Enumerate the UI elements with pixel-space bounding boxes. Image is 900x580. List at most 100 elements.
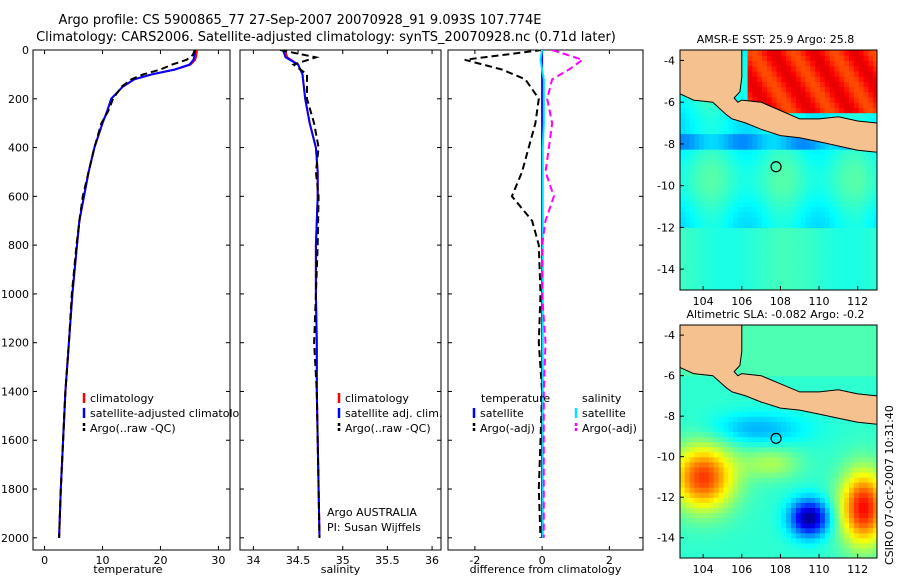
heatmap-cell bbox=[849, 180, 855, 187]
heatmap-cell bbox=[824, 65, 831, 72]
heatmap-cell bbox=[684, 164, 691, 171]
heatmap-cell bbox=[795, 507, 802, 513]
heatmap-cell bbox=[863, 345, 869, 351]
heatmap-cell bbox=[704, 248, 710, 255]
heatmap-cell bbox=[781, 154, 787, 161]
heatmap-cell bbox=[747, 330, 753, 336]
heatmap-cell bbox=[771, 253, 778, 260]
heatmap-cell bbox=[791, 340, 797, 346]
heatmap-cell bbox=[699, 401, 705, 407]
heatmap-cell bbox=[684, 143, 691, 150]
heatmap-cell bbox=[786, 446, 792, 453]
heatmap-cell bbox=[704, 542, 710, 549]
heatmap-cell bbox=[829, 385, 836, 392]
heatmap-cell bbox=[766, 185, 773, 192]
heatmap-cell bbox=[694, 380, 700, 387]
heatmap-cell bbox=[781, 76, 787, 82]
heatmap-cell bbox=[733, 190, 739, 197]
heatmap-cell bbox=[709, 201, 715, 208]
x-tick-label: 30 bbox=[211, 554, 225, 567]
heatmap-cell bbox=[868, 527, 874, 534]
heatmap-cell bbox=[858, 441, 865, 448]
heatmap-cell bbox=[737, 401, 744, 407]
heatmap-cell bbox=[733, 206, 739, 213]
heatmap-cell bbox=[800, 50, 807, 56]
heatmap-cell bbox=[684, 552, 691, 558]
heatmap-cell bbox=[810, 385, 816, 392]
heatmap-cell bbox=[820, 517, 826, 524]
heatmap-cell bbox=[742, 217, 749, 223]
heatmap-cell bbox=[791, 86, 797, 93]
heatmap-cell bbox=[723, 466, 729, 473]
heatmap-cell bbox=[704, 471, 710, 478]
heatmap-cell bbox=[820, 190, 826, 197]
heatmap-cell bbox=[853, 211, 860, 218]
heatmap-cell bbox=[762, 149, 768, 155]
heatmap-cell bbox=[728, 243, 734, 249]
heatmap-cell bbox=[689, 411, 696, 417]
heatmap-cell bbox=[800, 532, 807, 539]
heatmap-cell bbox=[762, 492, 768, 498]
heatmap-cell bbox=[728, 164, 734, 171]
heatmap-cell bbox=[820, 97, 826, 103]
heatmap-cell bbox=[853, 60, 860, 67]
heatmap-cell bbox=[766, 164, 773, 171]
heatmap-cell bbox=[728, 395, 734, 402]
heatmap-cell bbox=[820, 112, 826, 119]
heatmap-cell bbox=[810, 170, 816, 176]
heatmap-cell bbox=[873, 164, 877, 171]
heatmap-cell bbox=[771, 335, 778, 341]
heatmap-cell bbox=[858, 185, 865, 192]
heatmap-cell bbox=[752, 206, 758, 213]
heatmap-cell bbox=[747, 190, 753, 197]
heatmap-cell bbox=[689, 117, 696, 124]
heatmap-cell bbox=[742, 138, 749, 145]
heatmap-cell bbox=[824, 547, 831, 554]
heatmap-cell bbox=[815, 446, 821, 453]
heatmap-cell bbox=[704, 258, 710, 265]
heatmap-cell bbox=[762, 164, 768, 171]
heatmap-cell bbox=[805, 441, 811, 448]
heatmap-cell bbox=[757, 350, 763, 356]
heatmap-cell bbox=[873, 227, 877, 234]
heatmap-cell bbox=[786, 497, 792, 503]
heatmap-cell bbox=[699, 441, 705, 448]
heatmap-cell bbox=[752, 340, 758, 346]
y-tick-label: 1800 bbox=[1, 483, 29, 496]
heatmap-cell bbox=[791, 211, 797, 218]
heatmap-cell bbox=[762, 532, 768, 539]
heatmap-cell bbox=[747, 451, 753, 458]
heatmap-cell bbox=[849, 60, 855, 67]
heatmap-cell bbox=[684, 128, 691, 135]
heatmap-cell bbox=[786, 542, 792, 549]
heatmap-cell bbox=[757, 421, 763, 427]
heatmap-cell bbox=[810, 102, 816, 108]
heatmap-cell bbox=[858, 426, 865, 432]
heatmap-cell bbox=[771, 527, 778, 534]
heatmap-cell bbox=[815, 180, 821, 187]
heatmap-cell bbox=[805, 185, 811, 192]
heatmap-cell bbox=[873, 340, 877, 346]
heatmap-cell bbox=[829, 537, 836, 544]
heatmap-cell bbox=[829, 365, 836, 372]
heatmap-cell bbox=[718, 159, 724, 166]
heatmap-cell bbox=[800, 421, 807, 427]
heatmap-cell bbox=[795, 164, 802, 171]
heatmap-cell bbox=[849, 253, 855, 260]
heatmap-cell bbox=[723, 522, 729, 529]
heatmap-cell bbox=[786, 436, 792, 443]
heatmap-cell bbox=[709, 426, 715, 432]
x-tick-label: 35.5 bbox=[375, 554, 400, 567]
heatmap-cell bbox=[752, 471, 758, 478]
heatmap-cell bbox=[800, 175, 807, 181]
heatmap-cell bbox=[844, 507, 850, 513]
heatmap-cell bbox=[762, 279, 768, 286]
heatmap-cell bbox=[718, 274, 724, 281]
heatmap-cell bbox=[718, 552, 724, 558]
heatmap-cell bbox=[742, 81, 749, 88]
heatmap-cell bbox=[728, 492, 734, 498]
heatmap-cell bbox=[776, 512, 782, 519]
heatmap-cell bbox=[723, 284, 729, 290]
heatmap-cell bbox=[757, 471, 763, 478]
heatmap-cell bbox=[805, 232, 811, 239]
